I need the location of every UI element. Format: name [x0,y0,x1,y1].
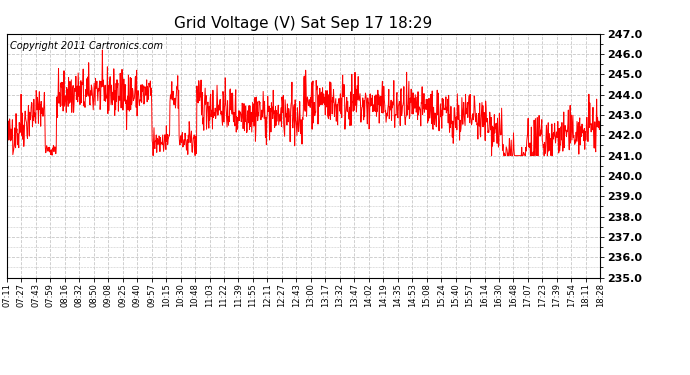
Text: Copyright 2011 Cartronics.com: Copyright 2011 Cartronics.com [10,41,163,51]
Title: Grid Voltage (V) Sat Sep 17 18:29: Grid Voltage (V) Sat Sep 17 18:29 [175,16,433,31]
